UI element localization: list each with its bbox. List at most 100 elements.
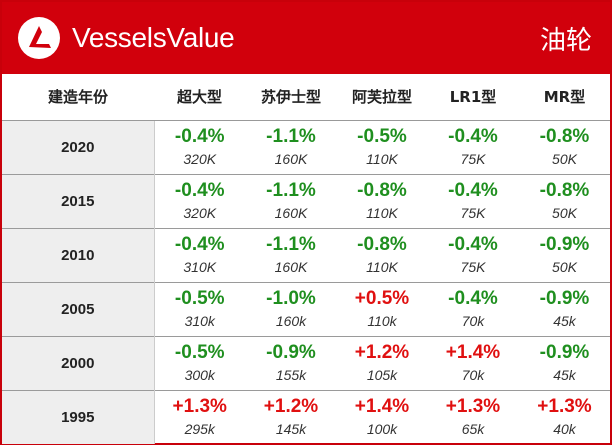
vessel-value: 110K bbox=[366, 151, 398, 167]
value-cell: -0.4% 320K bbox=[154, 120, 245, 174]
value-cell: -1.1% 160K bbox=[245, 227, 337, 282]
change-percent: -0.5% bbox=[174, 342, 225, 363]
change-percent: -0.4% bbox=[448, 126, 498, 147]
build-year-cell: 2015 bbox=[2, 173, 155, 228]
change-percent: +1.4% bbox=[445, 342, 501, 363]
vessel-value: 160K bbox=[274, 205, 308, 221]
vessel-value: 100k bbox=[366, 421, 398, 438]
change-percent: -1.1% bbox=[266, 180, 316, 201]
change-percent: -0.8% bbox=[539, 180, 590, 201]
value-cell: -0.9% 45k bbox=[519, 281, 610, 336]
vessel-value: 160K bbox=[274, 259, 308, 275]
change-percent: -0.9% bbox=[539, 288, 590, 309]
vessel-value: 110k bbox=[367, 313, 397, 329]
change-percent: -1.0% bbox=[266, 288, 316, 309]
vessel-value: 45k bbox=[553, 367, 576, 383]
vessel-value: 105k bbox=[366, 367, 398, 383]
value-cell: -0.9% 155k bbox=[245, 335, 337, 390]
brand-name: VesselsValue bbox=[72, 22, 235, 53]
vessel-value: 320K bbox=[183, 205, 217, 221]
value-cell: -0.8% 110K bbox=[337, 173, 427, 228]
vessel-value: 145k bbox=[275, 421, 307, 438]
value-cell: -0.8% 50K bbox=[519, 173, 610, 228]
table-row: 2005 -0.5% 310k -1.0% 160k +0.5% 110k -0.4% 70k -… bbox=[2, 281, 610, 336]
page-title: 油轮 bbox=[539, 25, 592, 56]
table-header-row: 建造年份 超大型 苏伊士型 阿芙拉型 LR1型 MR型 bbox=[2, 74, 610, 121]
change-percent: +1.3% bbox=[172, 396, 227, 418]
vessel-value: 40k bbox=[553, 421, 576, 438]
change-percent: -0.8% bbox=[357, 180, 407, 201]
change-percent: +1.2% bbox=[354, 342, 410, 363]
column-header: 超大型 bbox=[154, 74, 245, 121]
build-year-cell: 2000 bbox=[2, 335, 155, 390]
value-cell: -0.4% 310K bbox=[154, 227, 245, 282]
vessel-value: 310k bbox=[184, 313, 215, 329]
vessel-value: 75K bbox=[460, 259, 486, 275]
table-body: 2020 -0.4% 320K -1.1% 160K -0.5% 110K -0.4% 75K -… bbox=[2, 120, 610, 444]
vessel-value: 65k bbox=[461, 421, 485, 438]
brand: VesselsValue bbox=[16, 15, 235, 61]
column-header: LR1型 bbox=[427, 74, 519, 121]
build-year-cell: 2020 bbox=[2, 120, 155, 174]
column-header: MR型 bbox=[519, 74, 610, 121]
vessel-value: 160k bbox=[275, 313, 307, 329]
vessel-value: 295k bbox=[184, 421, 215, 438]
change-percent: -1.1% bbox=[266, 126, 316, 147]
vessel-value: 70k bbox=[461, 367, 485, 383]
vessel-value: 45k bbox=[553, 313, 576, 329]
table-row: 2015 -0.4% 320K -1.1% 160K -0.8% 110K -0.4% 75K -… bbox=[2, 173, 610, 228]
vessel-value: 110K bbox=[366, 259, 398, 275]
build-year-cell: 2010 bbox=[2, 227, 155, 282]
value-cell: -0.4% 75K bbox=[427, 120, 519, 174]
table-row: 1995 +1.3% 295k +1.2% 145k +1.4% 100k +1.3% 65k +… bbox=[2, 389, 610, 444]
change-percent: -0.5% bbox=[174, 288, 225, 309]
change-percent: -0.4% bbox=[174, 180, 225, 201]
table-row: 2000 -0.5% 300k -0.9% 155k +1.2% 105k +1.4% 70k -… bbox=[2, 335, 610, 390]
change-percent: -0.8% bbox=[357, 234, 407, 255]
change-percent: -0.4% bbox=[174, 126, 225, 147]
value-cell: -0.5% 300k bbox=[154, 335, 245, 390]
vessel-value: 310K bbox=[183, 259, 217, 275]
vessel-value: 50K bbox=[552, 205, 577, 221]
value-cell: -0.9% 45k bbox=[519, 335, 610, 390]
valuation-table: 建造年份 超大型 苏伊士型 阿芙拉型 LR1型 MR型 2020 -0.4% 320K -1.1… bbox=[2, 74, 610, 444]
change-percent: +1.4% bbox=[354, 396, 410, 418]
value-cell: +1.3% 295k bbox=[154, 389, 245, 444]
vessel-value: 160K bbox=[274, 151, 308, 167]
change-percent: -0.4% bbox=[448, 288, 498, 309]
vessel-value: 50K bbox=[552, 259, 577, 275]
build-year-cell: 2005 bbox=[2, 281, 155, 336]
value-cell: +0.5% 110k bbox=[337, 281, 427, 336]
value-cell: -0.4% 70k bbox=[427, 281, 519, 336]
column-header: 苏伊士型 bbox=[245, 74, 337, 121]
change-percent: -0.4% bbox=[448, 180, 498, 201]
change-percent: -0.5% bbox=[357, 126, 407, 147]
column-header: 建造年份 bbox=[2, 74, 154, 121]
build-year-cell: 1995 bbox=[2, 389, 155, 444]
vessel-value: 50K bbox=[552, 151, 577, 167]
change-percent: -0.4% bbox=[448, 234, 498, 255]
vessel-value: 300k bbox=[184, 367, 215, 383]
value-cell: +1.3% 40k bbox=[519, 389, 610, 444]
change-percent: -0.9% bbox=[539, 342, 590, 363]
change-percent: +1.3% bbox=[445, 396, 501, 418]
value-cell: -0.9% 50K bbox=[519, 227, 610, 282]
change-percent: +0.5% bbox=[354, 288, 410, 309]
value-cell: -1.0% 160k bbox=[245, 281, 337, 336]
table-row: 2010 -0.4% 310K -1.1% 160K -0.8% 110K -0.4% 75K -… bbox=[2, 227, 610, 282]
value-cell: -0.5% 110K bbox=[337, 120, 427, 174]
change-percent: -0.9% bbox=[539, 234, 590, 255]
vessel-value: 320K bbox=[183, 151, 217, 167]
change-percent: +1.3% bbox=[537, 396, 592, 418]
value-cell: -0.5% 310k bbox=[154, 281, 245, 336]
value-cell: +1.2% 145k bbox=[245, 389, 337, 444]
change-percent: -0.4% bbox=[174, 234, 225, 255]
value-cell: -0.4% 75K bbox=[427, 227, 519, 282]
vessel-value: 75K bbox=[460, 205, 486, 221]
change-percent: -1.1% bbox=[266, 234, 316, 255]
value-cell: +1.4% 100k bbox=[337, 389, 427, 444]
value-cell: -1.1% 160K bbox=[245, 173, 337, 228]
table-row: 2020 -0.4% 320K -1.1% 160K -0.5% 110K -0.4% 75K -… bbox=[2, 120, 610, 174]
value-cell: -1.1% 160K bbox=[245, 120, 337, 174]
